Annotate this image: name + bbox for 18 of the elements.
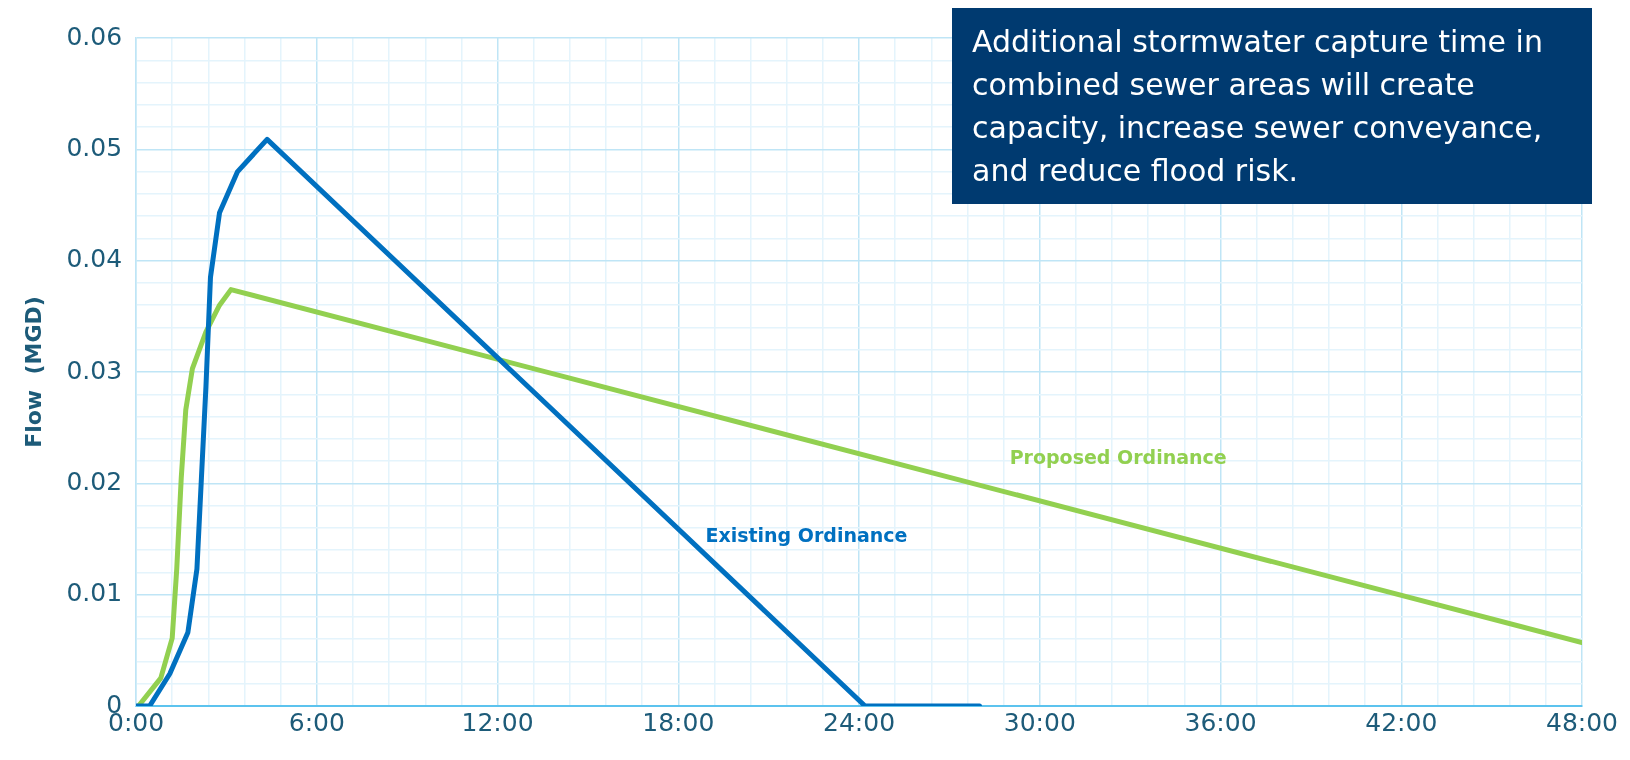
- annotation: Additional stormwater capture time in combined sewer areas will create capacity, increase sewer conveyance, and reduce flood risk.: [952, 8, 1592, 204]
- x-tick-label: 18:00: [642, 707, 715, 737]
- x-tick-label: 30:00: [1003, 707, 1076, 737]
- y-axis-title: Flow (MGD): [20, 296, 46, 448]
- series-label: Proposed Ordinance: [1009, 445, 1227, 468]
- x-tick-label: 24:00: [823, 707, 896, 737]
- x-tick-label: 48:00: [1545, 707, 1619, 737]
- y-tick-label: 0.05: [66, 132, 123, 162]
- y-tick-label: 0.06: [66, 21, 123, 51]
- x-tick-label: 6:00: [288, 707, 345, 737]
- y-tick-label: 0.02: [66, 466, 123, 496]
- x-tick-label: 12:00: [461, 707, 534, 737]
- series-label: Existing Ordinance: [705, 523, 908, 546]
- y-tick-label: 0.03: [66, 355, 123, 385]
- y-tick-label: 0.01: [66, 578, 123, 608]
- x-tick-label: 36:00: [1184, 707, 1257, 737]
- y-tick-label: 0.04: [66, 244, 123, 274]
- x-tick-label: 42:00: [1365, 707, 1438, 737]
